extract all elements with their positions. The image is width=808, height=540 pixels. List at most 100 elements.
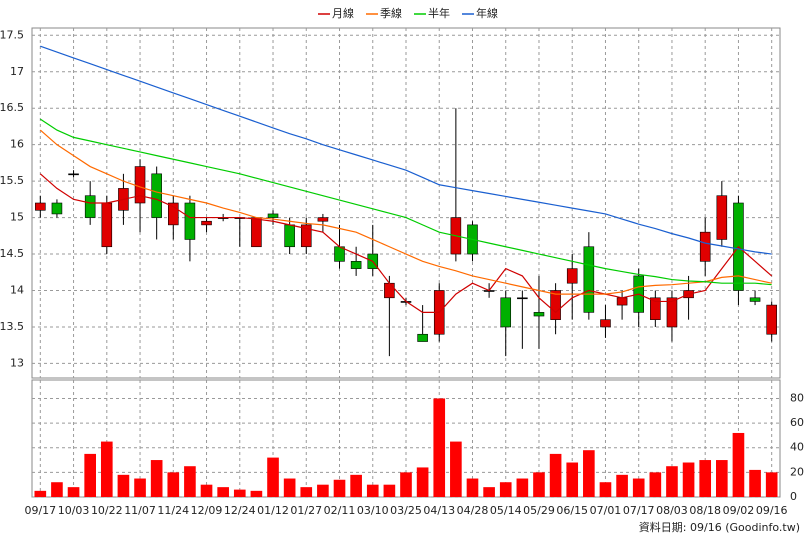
candle-body xyxy=(384,282,395,299)
volume-bar xyxy=(400,472,412,497)
legend-label: 月線 xyxy=(332,6,354,20)
candle-body xyxy=(616,297,628,306)
x-tick-label: 09/16 xyxy=(756,504,788,517)
volume-bar xyxy=(283,478,296,497)
volume-bar xyxy=(217,487,229,497)
y-tick-label: 15.5 xyxy=(0,174,24,187)
volume-bar xyxy=(200,484,213,497)
x-tick-label: 02/11 xyxy=(324,504,356,517)
volume-bar xyxy=(366,484,379,497)
volume-bar xyxy=(632,478,645,497)
volume-bar xyxy=(184,466,196,497)
x-tick-label: 07/01 xyxy=(590,504,622,517)
volume-bar xyxy=(549,453,562,497)
x-tick-label: 09/02 xyxy=(723,504,755,517)
volume-bar xyxy=(150,460,163,497)
y-tick-label: 15 xyxy=(10,211,24,224)
x-tick-label: 12/09 xyxy=(191,504,223,517)
volume-bar xyxy=(333,479,346,497)
volume-bar xyxy=(649,472,662,497)
x-tick-label: 03/10 xyxy=(357,504,389,517)
candle-body xyxy=(716,195,728,240)
legend-label: 年線 xyxy=(476,6,498,20)
volume-bar xyxy=(616,474,628,497)
candle-body xyxy=(284,224,295,248)
ma-line xyxy=(39,173,773,314)
candle-body xyxy=(267,213,279,218)
volume-bar xyxy=(716,460,728,497)
candle-body xyxy=(300,224,312,248)
volume-bar xyxy=(749,469,761,497)
volume-bar xyxy=(416,467,429,497)
volume-bar xyxy=(250,490,263,497)
x-tick-label: 04/13 xyxy=(423,504,455,517)
x-tick-label: 10/03 xyxy=(58,504,90,517)
volume-bar xyxy=(34,490,47,497)
candle-body xyxy=(134,166,146,204)
candle-body xyxy=(84,195,96,218)
volume-bar xyxy=(483,487,495,497)
volume-bar xyxy=(300,487,313,497)
x-tick-label: 11/07 xyxy=(124,504,156,517)
volume-bar xyxy=(134,478,146,497)
volume-bar xyxy=(317,484,329,497)
candle-body xyxy=(35,202,46,211)
y-tick-label: 17.5 xyxy=(0,28,24,41)
volume-bar xyxy=(67,487,80,497)
candle-body xyxy=(168,202,179,226)
candle-body xyxy=(317,217,329,222)
candle-body xyxy=(350,261,362,269)
volume-bar xyxy=(267,457,279,497)
y2-tick-label: 80 xyxy=(790,391,804,404)
candle-body xyxy=(699,231,711,262)
y2-tick-label: 0 xyxy=(790,490,797,503)
volume-bar xyxy=(599,482,612,497)
candle-body xyxy=(749,297,761,302)
x-tick-label: 05/29 xyxy=(523,504,555,517)
candle-body xyxy=(517,297,528,300)
volume-bar xyxy=(765,472,778,497)
x-tick-label: 12/24 xyxy=(224,504,256,517)
x-tick-label: 03/25 xyxy=(390,504,422,517)
x-tick-label: 09/17 xyxy=(24,504,56,517)
legend-label: 半年 xyxy=(428,6,450,20)
x-tick-label: 01/12 xyxy=(257,504,289,517)
x-tick-label: 10/22 xyxy=(91,504,123,517)
candle-body xyxy=(334,246,345,262)
candle-body xyxy=(51,202,63,215)
volume-bar xyxy=(499,482,512,497)
footer: 資料日期: 09/16 (Goodinfo.tw) xyxy=(639,520,800,534)
candle-body xyxy=(600,319,611,328)
volume-bar xyxy=(233,489,246,497)
y-tick-label: 13.5 xyxy=(0,320,24,333)
ma-line xyxy=(39,129,772,295)
candle-body xyxy=(550,290,561,320)
y2-tick-label: 60 xyxy=(790,416,804,429)
x-tick-label: 08/03 xyxy=(656,504,688,517)
candle-body xyxy=(583,246,595,313)
y-tick-label: 13 xyxy=(10,356,24,369)
volume-bar xyxy=(100,441,113,497)
candle-body xyxy=(251,217,262,248)
volume-bar xyxy=(699,460,712,497)
candle-body xyxy=(68,173,79,176)
y-tick-label: 16 xyxy=(10,138,24,151)
volume-bar xyxy=(84,453,96,497)
candle-body xyxy=(650,297,661,320)
x-tick-label: 08/18 xyxy=(689,504,721,517)
y2-tick-label: 20 xyxy=(790,465,804,478)
y-tick-label: 17 xyxy=(10,65,24,78)
candle-body xyxy=(566,268,578,284)
y-tick-label: 14.5 xyxy=(0,247,24,260)
volume-bar xyxy=(732,432,745,497)
y-tick-label: 14 xyxy=(10,284,24,297)
x-tick-label: 06/15 xyxy=(556,504,588,517)
volume-bar xyxy=(117,474,130,497)
candle-body xyxy=(101,202,113,248)
y-tick-label: 16.5 xyxy=(0,101,24,114)
candle-body xyxy=(417,333,428,342)
volume-bar xyxy=(516,478,529,497)
volume-bar xyxy=(533,472,545,497)
